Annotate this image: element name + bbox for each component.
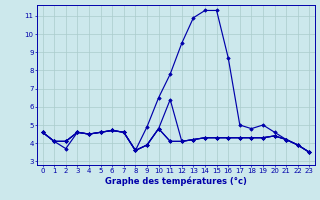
X-axis label: Graphe des températures (°c): Graphe des températures (°c) (105, 176, 247, 186)
